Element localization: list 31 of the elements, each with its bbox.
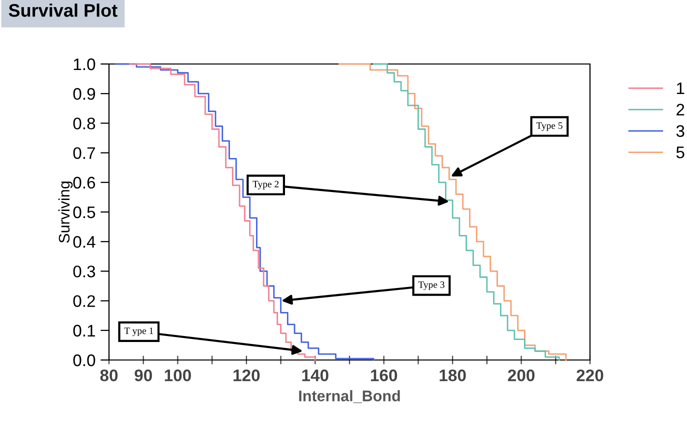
x-tick-label: 100 — [164, 369, 191, 382]
annotation: T ype 1 — [124, 328, 154, 336]
annotation: Type 3 — [418, 281, 444, 290]
legend-label: 1 — [676, 82, 684, 94]
y-tick-label: 1.0 — [74, 58, 96, 70]
y-tick-label: 0.7 — [73, 147, 95, 160]
x-tick-label: 220 — [576, 369, 604, 382]
y-axis-title: Surviving — [58, 182, 73, 243]
y-tick-label: 0.5 — [73, 206, 96, 218]
y-tick-label: 0.3 — [73, 266, 96, 278]
y-tick-label: 0.1 — [73, 324, 95, 337]
x-axis-title: Internal_Bond — [299, 390, 400, 404]
legend-label: 2 — [676, 104, 684, 116]
x-tick-label: 140 — [302, 369, 328, 382]
y-tick-label: 0.0 — [73, 354, 96, 366]
x-tick-label: 160 — [371, 369, 398, 382]
x-tick-label: 200 — [508, 369, 535, 382]
x-tick-label: 90 — [134, 369, 152, 382]
legend-label: 5 — [676, 146, 684, 158]
x-tick-label: 80 — [100, 369, 118, 382]
x-tick-label: 180 — [440, 369, 466, 382]
y-tick-label: 0.6 — [73, 176, 96, 189]
annotation: Type 5 — [536, 122, 562, 131]
y-tick-label: 0.8 — [73, 118, 96, 130]
legend-label: 3 — [676, 125, 684, 137]
annotation: Type 2 — [252, 180, 279, 190]
y-tick-label: 0.9 — [73, 88, 96, 100]
x-tick-label: 120 — [234, 369, 260, 382]
y-tick-label: 0.4 — [73, 236, 96, 248]
chart-title: Survival Plot — [8, 4, 118, 17]
y-tick-label: 0.2 — [73, 295, 95, 308]
